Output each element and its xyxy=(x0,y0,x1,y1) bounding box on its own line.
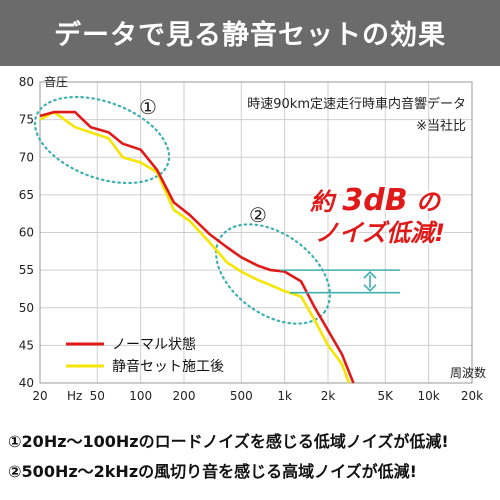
y-tick-80: 80 xyxy=(19,75,34,89)
reduction-suffix: の xyxy=(416,188,442,216)
reduction-callout-line2: ノイズ低減! xyxy=(315,219,445,247)
x-tick-1k: 1k xyxy=(277,389,292,403)
condition-note: 時速90km定速走行時車内音響データ xyxy=(247,96,466,112)
x-tick-2k: 2k xyxy=(321,389,336,403)
x-tick-labels: 20 50 100 200 500 1k 2k 5K 10k 20k Hz xyxy=(32,389,483,403)
series-line-1 xyxy=(39,110,351,384)
legend-label-normal: ノーマル状態 xyxy=(112,337,196,353)
chart-grid xyxy=(39,81,473,384)
disclaimer-note: ※当社比 xyxy=(416,118,466,134)
x-tick-500: 500 xyxy=(230,389,253,403)
x-unit-label: Hz xyxy=(67,389,82,403)
frequency-chart: 40 45 50 55 60 65 70 75 80 20 50 100 200 500 1k 2k 5K 10… xyxy=(19,74,486,403)
y-tick-70: 70 xyxy=(19,150,34,164)
y-tick-65: 65 xyxy=(19,188,34,202)
circle-label-2: ② xyxy=(249,203,267,227)
y-tick-50: 50 xyxy=(19,301,34,315)
note-low-frequency: ①20Hz〜100Hzのロードノイズを感じる低域ノイズが低減! xyxy=(8,432,449,451)
reduction-callout-line1: 約 3dB の xyxy=(310,183,442,218)
series-line-0 xyxy=(39,110,355,384)
reduction-arrow-head-down xyxy=(363,284,377,292)
y-axis-label: 音圧 xyxy=(44,74,68,89)
y-tick-45: 45 xyxy=(19,338,34,352)
y-tick-60: 60 xyxy=(19,226,34,240)
x-tick-100: 100 xyxy=(129,389,152,403)
note-high-frequency: ②500Hz〜2kHzの風切り音を感じる高域ノイズが低減! xyxy=(8,462,417,481)
page-title: データで見る静音セットの効果 xyxy=(54,20,446,51)
x-axis-label: 周波数 xyxy=(450,365,486,380)
highlight-circle-mid xyxy=(215,223,331,325)
x-tick-200: 200 xyxy=(173,389,196,403)
x-tick-50: 50 xyxy=(90,389,105,403)
title-banner: データで見る静音セットの効果 xyxy=(0,0,500,66)
reduction-marker xyxy=(280,269,400,294)
y-tick-55: 55 xyxy=(19,263,34,277)
y-tick-labels: 40 45 50 55 60 65 70 75 80 xyxy=(19,75,34,390)
reduction-prefix: 約 xyxy=(310,188,337,216)
circle-label-1: ① xyxy=(139,95,157,119)
series-lines xyxy=(39,110,355,384)
plot-frame xyxy=(39,81,473,384)
y-tick-40: 40 xyxy=(19,376,34,390)
highlight-circle-low xyxy=(33,95,171,185)
reduction-arrow-head-up xyxy=(363,270,377,279)
x-tick-5K: 5K xyxy=(378,389,395,403)
x-tick-20k: 20k xyxy=(461,389,483,403)
x-tick-20: 20 xyxy=(32,389,47,403)
legend: ノーマル状態 静音セット施工後 xyxy=(66,337,224,375)
y-tick-75: 75 xyxy=(19,113,34,127)
x-tick-10k: 10k xyxy=(418,389,440,403)
reduction-value: 3dB xyxy=(342,183,407,218)
legend-label-quiet: 静音セット施工後 xyxy=(112,358,224,375)
